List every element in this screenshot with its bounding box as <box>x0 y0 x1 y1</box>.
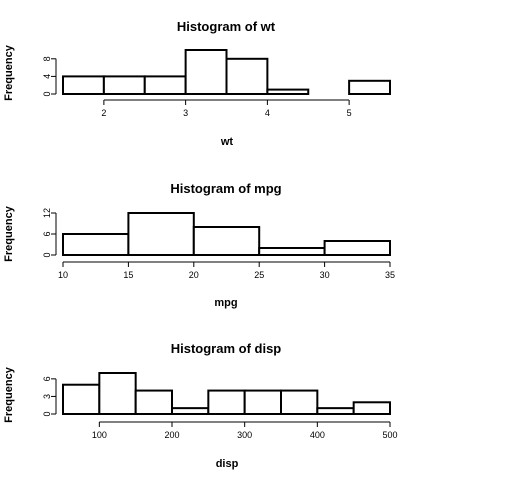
histogram-bar <box>280 389 319 416</box>
histogram-bar <box>134 389 174 416</box>
x-tick-label: 20 <box>189 270 199 280</box>
y-tick-label: 6 <box>42 376 52 381</box>
y-tick-label: 0 <box>42 411 52 416</box>
histogram-bar <box>207 389 246 416</box>
x-tick-label: 10 <box>58 270 68 280</box>
x-tick-label: 500 <box>382 430 397 440</box>
x-axis-label: disp <box>216 458 239 470</box>
y-axis-label: Frequency <box>3 366 15 423</box>
histogram-bar <box>62 233 130 256</box>
y-tick-label: 4 <box>42 74 52 79</box>
x-tick-label: 5 <box>347 108 352 118</box>
panel-mpg-histogram: Histogram of mpg mpg Frequency 10 15 20 25 3… <box>3 181 395 309</box>
x-tick-label: 30 <box>320 270 330 280</box>
histogram-bar <box>98 372 137 415</box>
y-tick-label: 3 <box>42 394 52 399</box>
x-tick-label: 2 <box>101 108 106 118</box>
chart-title: Histogram of mpg <box>170 181 281 196</box>
x-tick-label: 25 <box>254 270 264 280</box>
histogram-bar <box>316 407 355 415</box>
y-tick-label: 0 <box>42 252 52 257</box>
histogram-bar <box>62 75 105 96</box>
x-tick-label: 200 <box>164 430 179 440</box>
x-tick-label: 300 <box>237 430 252 440</box>
histogram-bar <box>62 383 101 416</box>
histogram-bar <box>127 212 195 256</box>
y-tick-label: 6 <box>42 231 52 236</box>
y-tick-label: 8 <box>42 56 52 61</box>
x-tick-label: 100 <box>92 430 107 440</box>
x-tick-label: 3 <box>183 108 188 118</box>
histogram-bar <box>266 88 310 95</box>
panel-disp-histogram: Histogram of disp disp Frequency 100 200 3… <box>3 341 398 470</box>
y-tick-label: 0 <box>42 91 52 96</box>
chart-title: Histogram of disp <box>171 341 282 356</box>
x-tick-label: 400 <box>310 430 325 440</box>
y-axis-label: Frequency <box>3 205 15 262</box>
x-tick-label: 15 <box>123 270 133 280</box>
histogram-bar <box>143 75 187 96</box>
histogram-bar <box>225 57 269 95</box>
histogram-bar <box>102 75 146 96</box>
y-tick-label: 12 <box>42 208 52 218</box>
x-tick-label: 4 <box>265 108 270 118</box>
x-tick-label: 35 <box>385 270 395 280</box>
panel-wt-histogram: Histogram of wt wt Frequency 2 3 4 5 0 4 8 <box>3 19 391 148</box>
histogram-bar <box>348 79 391 96</box>
histogram-bar <box>323 240 392 256</box>
chart-title: Histogram of wt <box>177 19 276 34</box>
histogram-bar <box>184 49 228 95</box>
x-axis-label: wt <box>220 136 234 148</box>
x-axis-label: mpg <box>214 297 237 309</box>
histogram-bar <box>243 389 283 416</box>
histogram-bar <box>352 401 391 415</box>
histogram-bar <box>258 247 326 256</box>
y-axis-label: Frequency <box>3 44 15 101</box>
histogram-bar <box>192 226 261 256</box>
histogram-bar <box>171 407 210 415</box>
